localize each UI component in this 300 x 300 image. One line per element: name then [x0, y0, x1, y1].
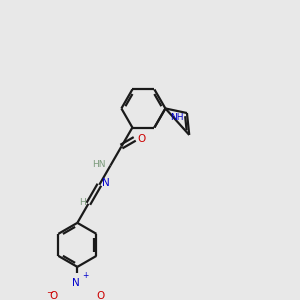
Text: N: N	[72, 278, 80, 288]
Text: O: O	[138, 134, 146, 144]
Text: NH: NH	[170, 113, 183, 122]
Text: O: O	[97, 290, 105, 300]
Text: −: −	[46, 288, 53, 297]
Text: +: +	[82, 272, 88, 280]
Text: O: O	[50, 290, 58, 300]
Text: N: N	[102, 178, 110, 188]
Text: H: H	[79, 198, 86, 207]
Text: HN: HN	[92, 160, 106, 169]
